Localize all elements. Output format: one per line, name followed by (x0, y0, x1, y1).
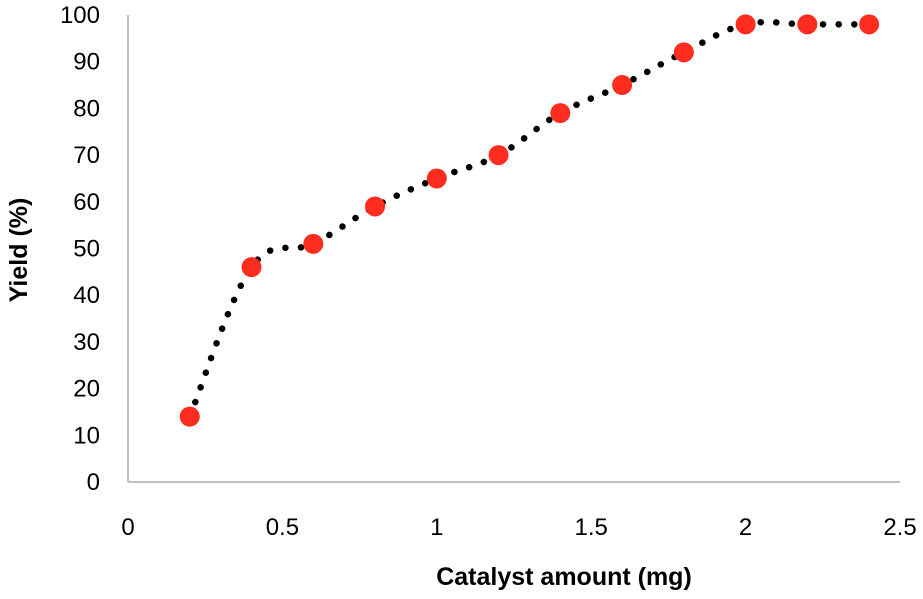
y-tick-label: 10 (73, 422, 100, 449)
data-point (241, 257, 262, 278)
y-tick-label: 40 (73, 282, 100, 309)
y-tick-label: 50 (73, 236, 100, 263)
y-tick-label: 70 (73, 142, 100, 169)
y-tick-label: 90 (73, 49, 100, 76)
y-tick-label: 0 (87, 469, 100, 496)
trendline (186, 18, 873, 420)
x-tick-label: 0 (121, 514, 134, 541)
x-tick-label: 0.5 (266, 514, 299, 541)
x-tick-label: 2.5 (883, 514, 916, 541)
data-point (303, 233, 324, 254)
y-tick-label: 100 (60, 2, 100, 29)
data-points (179, 14, 880, 427)
data-point (859, 14, 880, 35)
x-tick-label: 1 (430, 514, 443, 541)
y-tick-label: 30 (73, 329, 100, 356)
y-tick-label: 20 (73, 376, 100, 403)
y-tick-label: 80 (73, 95, 100, 122)
x-axis-title: Catalyst amount (mg) (436, 563, 692, 591)
y-axis-title: Yield (%) (5, 198, 33, 303)
x-tick-label: 1.5 (575, 514, 608, 541)
data-point (365, 196, 386, 217)
data-point (612, 75, 633, 96)
x-tick-label: 2 (739, 514, 752, 541)
y-axis-tick-labels: 0 10 20 30 40 50 60 70 80 90 100 (60, 2, 100, 496)
data-point (426, 168, 447, 189)
x-axis-tick-labels: 0 0.5 1 1.5 2 2.5 (121, 514, 916, 541)
data-point (550, 103, 571, 124)
data-point (735, 14, 756, 35)
data-point (797, 14, 818, 35)
y-tick-label: 60 (73, 189, 100, 216)
data-point (673, 42, 694, 63)
data-point (179, 406, 200, 427)
data-point (488, 145, 509, 166)
trendline-path (186, 18, 873, 420)
